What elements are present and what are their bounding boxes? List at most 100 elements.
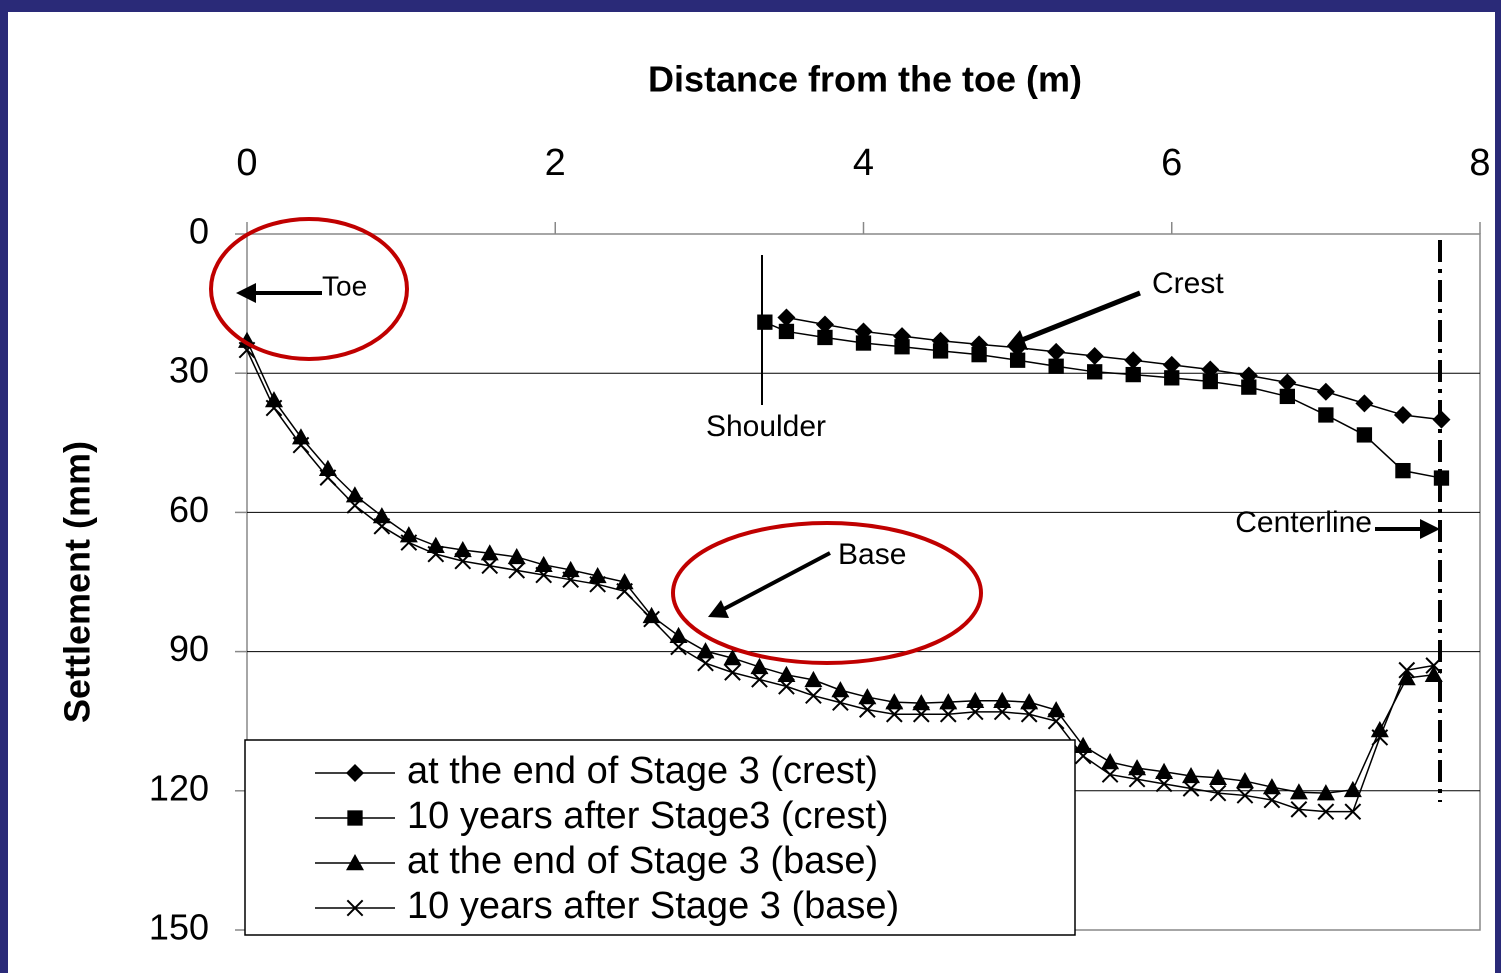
marker-x — [1371, 729, 1389, 746]
legend-label: 10 years after Stage 3 (base) — [407, 885, 899, 927]
grid-layer: 0 2 4 6 8 0 30 60 90 120 150 — [149, 142, 1491, 947]
marker-diamond — [1162, 355, 1181, 374]
y-tick-label: 90 — [169, 628, 209, 669]
marker-triangle — [1343, 780, 1362, 798]
marker-square — [1164, 370, 1180, 386]
base-arrowhead — [708, 600, 729, 618]
marker-x — [319, 469, 337, 486]
marker-x — [885, 705, 903, 723]
x-tick-label: 4 — [853, 142, 874, 184]
marker-x — [400, 534, 418, 551]
marker-square — [1087, 364, 1103, 380]
marker-square — [1279, 388, 1295, 405]
marker-x — [535, 566, 553, 584]
marker-x — [454, 552, 472, 570]
marker-triangle — [1262, 778, 1281, 795]
marker-triangle — [642, 606, 661, 624]
marker-square — [1433, 470, 1450, 486]
marker-x — [481, 557, 499, 575]
legend-label: at the end of Stage 3 (base) — [407, 840, 878, 882]
marker-x — [373, 517, 391, 535]
marker-x — [1128, 770, 1146, 788]
marker-triangle — [669, 626, 688, 644]
marker-x — [346, 497, 364, 514]
marker-x — [1290, 801, 1308, 818]
legend-layer: at the end of Stage 3 (crest)10 years af… — [244, 739, 1076, 936]
marker-triangle — [831, 681, 850, 698]
marker-triangle — [1047, 701, 1066, 718]
marker-triangle — [453, 540, 472, 558]
annotation-centerline: Centerline — [1235, 506, 1372, 539]
base-ellipse — [671, 521, 983, 665]
marker-square — [1241, 379, 1257, 395]
legend-label: 10 years after Stage3 (crest) — [407, 795, 889, 837]
marker-triangle — [912, 694, 931, 711]
marker-triangle — [1235, 772, 1254, 789]
marker-diamond — [1355, 394, 1374, 413]
x-tick-label: 0 — [236, 142, 257, 184]
marker-x — [1209, 784, 1227, 802]
marker-diamond — [777, 308, 796, 327]
annotations — [209, 217, 1442, 802]
marker-x — [292, 436, 310, 454]
annotation-toe: Toe — [322, 270, 367, 301]
marker-diamond — [1393, 405, 1412, 424]
marker-triangle — [1020, 693, 1039, 710]
marker-x — [1047, 712, 1065, 730]
y-tick-label: 150 — [149, 907, 209, 948]
x-tick-label: 8 — [1469, 142, 1490, 184]
marker-square — [1202, 373, 1218, 390]
marker-triangle — [1316, 784, 1335, 801]
marker-x — [562, 571, 580, 589]
marker-square — [1048, 358, 1064, 374]
marker-square — [894, 339, 910, 355]
marker-triangle — [966, 691, 985, 708]
x-tick-label: 2 — [545, 142, 566, 184]
marker-square — [1125, 366, 1141, 383]
marker-triangle — [1074, 736, 1093, 753]
marker-triangle — [804, 670, 823, 688]
marker-square — [855, 335, 872, 351]
marker-triangle — [1208, 768, 1227, 786]
marker-triangle — [480, 544, 499, 561]
marker-square — [1318, 407, 1334, 423]
marker-triangle — [534, 555, 553, 573]
marker-triangle — [885, 693, 904, 710]
marker-x — [724, 664, 741, 681]
marker-x — [1182, 780, 1200, 797]
marker-triangle — [723, 649, 742, 666]
marker-x — [751, 671, 768, 688]
marker-triangle — [372, 507, 391, 524]
y-tick-label: 0 — [189, 211, 209, 252]
marker-x — [616, 582, 633, 600]
marker-triangle — [345, 486, 364, 503]
marker-square — [347, 810, 363, 826]
crest-arrowhead — [1006, 330, 1028, 350]
marker-triangle — [696, 642, 715, 659]
marker-x — [427, 545, 445, 563]
marker-diamond — [346, 764, 364, 782]
marker-x — [1236, 787, 1254, 804]
series-layer — [238, 308, 1451, 821]
y-tick-label: 120 — [149, 767, 209, 808]
annotation-crest: Crest — [1152, 267, 1224, 300]
marker-triangle — [1424, 665, 1443, 682]
marker-x — [1155, 775, 1173, 793]
marker-square — [1009, 352, 1026, 368]
marker-x — [670, 638, 687, 656]
marker-x — [1101, 766, 1119, 783]
marker-x — [1263, 791, 1281, 809]
marker-x — [939, 705, 957, 723]
base-arrow — [721, 551, 831, 612]
marker-triangle — [615, 573, 634, 590]
marker-square — [1356, 427, 1373, 443]
marker-x — [589, 575, 606, 593]
marker-diamond — [1047, 342, 1066, 361]
marker-x — [1020, 705, 1038, 723]
marker-triangle — [1155, 762, 1174, 779]
marker-x — [966, 703, 984, 721]
marker-triangle — [939, 693, 958, 710]
marker-square — [932, 343, 949, 359]
marker-diamond — [1278, 373, 1297, 392]
marker-square — [778, 323, 795, 340]
